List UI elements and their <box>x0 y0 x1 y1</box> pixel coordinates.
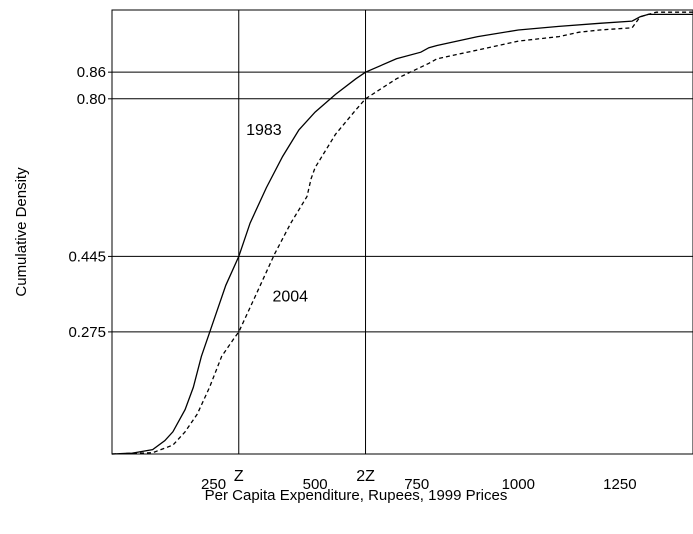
x-axis-label: Per Capita Expenditure, Rupees, 1999 Pri… <box>205 487 508 504</box>
series-annotation: 2004 <box>272 288 308 305</box>
x-tick-label: 1250 <box>603 476 636 493</box>
x-tick-labels: 250 500 750 1000 1250 <box>201 476 636 493</box>
y-tick-label: 0.445 <box>68 248 106 265</box>
x-tick-label: 500 <box>303 476 328 493</box>
series-line-1983 <box>111 13 693 455</box>
series-layer <box>111 11 693 455</box>
series-annotation: 1983 <box>246 122 282 139</box>
reference-line-labels: Z 2Z <box>234 468 375 485</box>
y-tick-label: 0.86 <box>77 64 106 81</box>
series-line-2004 <box>111 11 693 455</box>
reference-lines <box>112 10 693 454</box>
reference-line-label: 2Z <box>356 468 375 485</box>
reference-line-label: Z <box>234 468 244 485</box>
y-tick-label: 0.275 <box>68 324 106 341</box>
annotation-labels: 1983 2004 <box>246 122 308 306</box>
y-tick-labels: 0.86 0.80 0.445 0.275 <box>68 64 112 341</box>
x-tick-label: 1000 <box>502 476 535 493</box>
y-axis-label: Cumulative Density <box>13 167 30 297</box>
y-tick-label: 0.80 <box>77 91 106 108</box>
plot-frame <box>111 9 693 455</box>
x-tick-label: 750 <box>404 476 429 493</box>
x-tick-label: 250 <box>201 476 226 493</box>
